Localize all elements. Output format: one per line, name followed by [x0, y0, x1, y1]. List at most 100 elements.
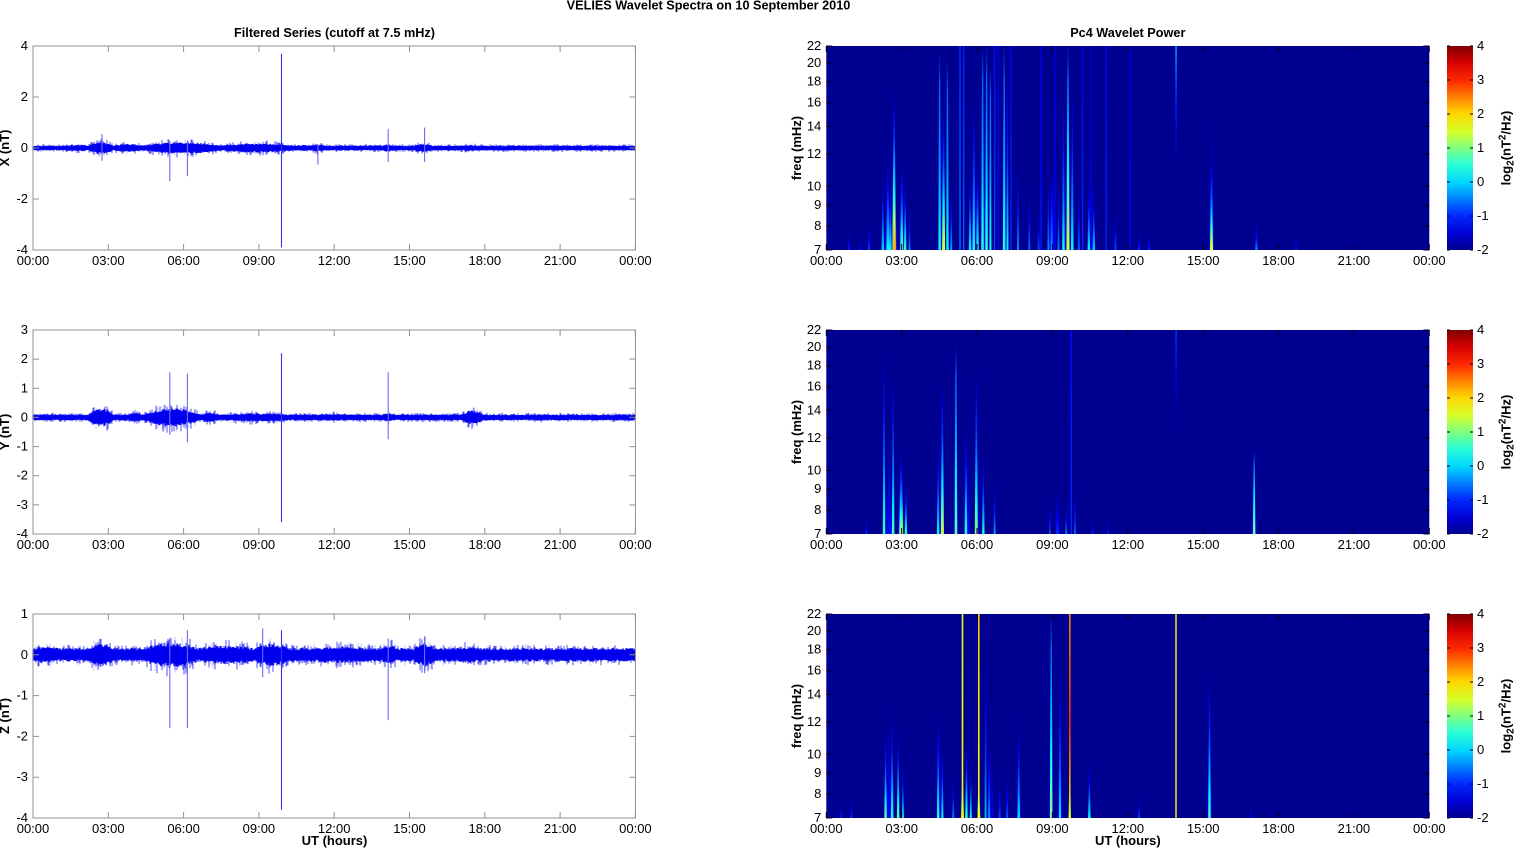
svg-text:9: 9 — [814, 481, 821, 496]
svg-text:-4: -4 — [16, 810, 28, 825]
svg-text:12:00: 12:00 — [318, 253, 351, 268]
svg-text:-3: -3 — [16, 769, 28, 784]
svg-text:12: 12 — [807, 146, 821, 161]
svg-text:0: 0 — [21, 647, 28, 662]
svg-text:18:00: 18:00 — [1262, 537, 1295, 552]
svg-text:-2: -2 — [1477, 242, 1489, 257]
svg-text:00:00: 00:00 — [1413, 537, 1446, 552]
svg-text:Pc4 Wavelet Power: Pc4 Wavelet Power — [1070, 26, 1185, 40]
svg-text:1: 1 — [1477, 424, 1484, 439]
svg-text:3: 3 — [1477, 356, 1484, 371]
svg-text:12: 12 — [807, 714, 821, 729]
svg-text:15:00: 15:00 — [1187, 253, 1220, 268]
svg-text:10: 10 — [807, 463, 821, 478]
svg-text:03:00: 03:00 — [92, 253, 125, 268]
svg-text:14: 14 — [807, 403, 821, 418]
svg-text:4: 4 — [21, 38, 28, 53]
svg-text:2: 2 — [1477, 106, 1484, 121]
svg-text:1: 1 — [1477, 708, 1484, 723]
svg-text:00:00: 00:00 — [810, 821, 843, 836]
svg-text:12:00: 12:00 — [318, 821, 351, 836]
svg-text:18: 18 — [807, 74, 821, 89]
svg-text:4: 4 — [1477, 38, 1484, 53]
svg-text:09:00: 09:00 — [1036, 253, 1069, 268]
svg-text:15:00: 15:00 — [1187, 537, 1220, 552]
svg-text:22: 22 — [807, 606, 821, 621]
svg-text:2: 2 — [1477, 674, 1484, 689]
svg-text:Filtered Series (cutoff at 7.5: Filtered Series (cutoff at 7.5 mHz) — [234, 26, 435, 40]
svg-text:8: 8 — [814, 786, 821, 801]
svg-text:21:00: 21:00 — [544, 821, 577, 836]
svg-text:00:00: 00:00 — [619, 537, 652, 552]
svg-text:20: 20 — [807, 623, 821, 638]
svg-text:-2: -2 — [1477, 810, 1489, 825]
svg-text:00:00: 00:00 — [1413, 821, 1446, 836]
svg-text:X (nT): X (nT) — [0, 130, 12, 167]
svg-text:freq (mHz): freq (mHz) — [789, 400, 804, 464]
svg-text:22: 22 — [807, 322, 821, 337]
svg-text:8: 8 — [814, 218, 821, 233]
svg-text:18:00: 18:00 — [469, 821, 502, 836]
svg-text:-1: -1 — [1477, 208, 1489, 223]
svg-text:22: 22 — [807, 38, 821, 53]
svg-text:7: 7 — [814, 526, 821, 541]
svg-text:03:00: 03:00 — [885, 537, 918, 552]
svg-text:00:00: 00:00 — [1413, 253, 1446, 268]
svg-text:16: 16 — [807, 379, 821, 394]
svg-text:15:00: 15:00 — [393, 537, 426, 552]
svg-text:20: 20 — [807, 55, 821, 70]
svg-text:7: 7 — [814, 810, 821, 825]
svg-text:00:00: 00:00 — [17, 253, 50, 268]
svg-text:03:00: 03:00 — [92, 537, 125, 552]
svg-text:-1: -1 — [16, 439, 28, 454]
svg-text:12:00: 12:00 — [1112, 821, 1145, 836]
svg-text:18: 18 — [807, 642, 821, 657]
svg-text:00:00: 00:00 — [810, 537, 843, 552]
svg-text:1: 1 — [21, 606, 28, 621]
svg-text:21:00: 21:00 — [544, 253, 577, 268]
svg-text:20: 20 — [807, 339, 821, 354]
svg-text:-3: -3 — [16, 497, 28, 512]
svg-text:UT (hours): UT (hours) — [302, 833, 368, 848]
svg-text:0: 0 — [21, 140, 28, 155]
svg-text:18:00: 18:00 — [1262, 821, 1295, 836]
svg-text:1: 1 — [1477, 140, 1484, 155]
svg-text:0: 0 — [1477, 458, 1484, 473]
svg-text:09:00: 09:00 — [243, 537, 276, 552]
svg-text:15:00: 15:00 — [1187, 821, 1220, 836]
svg-text:-4: -4 — [16, 242, 28, 257]
svg-text:14: 14 — [807, 119, 821, 134]
svg-text:3: 3 — [1477, 640, 1484, 655]
svg-text:Y (nT): Y (nT) — [0, 414, 12, 451]
svg-text:10: 10 — [807, 747, 821, 762]
svg-text:12:00: 12:00 — [1112, 253, 1145, 268]
svg-text:-1: -1 — [1477, 776, 1489, 791]
svg-text:2: 2 — [21, 351, 28, 366]
svg-text:12:00: 12:00 — [318, 537, 351, 552]
svg-text:0: 0 — [1477, 742, 1484, 757]
svg-text:7: 7 — [814, 242, 821, 257]
svg-text:0: 0 — [21, 409, 28, 424]
svg-text:-2: -2 — [1477, 526, 1489, 541]
svg-text:06:00: 06:00 — [167, 537, 200, 552]
svg-text:0: 0 — [1477, 174, 1484, 189]
svg-text:log2(nT2/Hz): log2(nT2/Hz) — [1498, 395, 1515, 470]
svg-text:00:00: 00:00 — [810, 253, 843, 268]
svg-text:18:00: 18:00 — [469, 537, 502, 552]
svg-text:12:00: 12:00 — [1112, 537, 1145, 552]
svg-text:21:00: 21:00 — [1338, 253, 1371, 268]
svg-text:log2(nT2/Hz): log2(nT2/Hz) — [1498, 679, 1515, 754]
svg-text:21:00: 21:00 — [1338, 537, 1371, 552]
svg-text:18: 18 — [807, 358, 821, 373]
svg-text:21:00: 21:00 — [1338, 821, 1371, 836]
svg-text:06:00: 06:00 — [961, 821, 994, 836]
svg-text:03:00: 03:00 — [885, 253, 918, 268]
svg-text:-1: -1 — [1477, 492, 1489, 507]
svg-text:-2: -2 — [16, 191, 28, 206]
svg-text:8: 8 — [814, 502, 821, 517]
svg-text:freq (mHz): freq (mHz) — [789, 684, 804, 748]
svg-text:12: 12 — [807, 430, 821, 445]
svg-text:9: 9 — [814, 765, 821, 780]
svg-text:4: 4 — [1477, 606, 1484, 621]
svg-text:16: 16 — [807, 95, 821, 110]
